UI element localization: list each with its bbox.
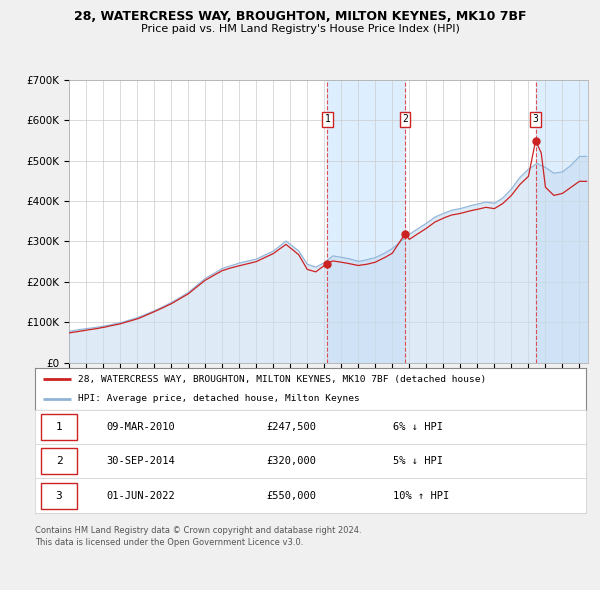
Text: £320,000: £320,000 (266, 457, 316, 466)
Text: 1: 1 (56, 422, 62, 432)
Text: £247,500: £247,500 (266, 422, 316, 432)
Text: 28, WATERCRESS WAY, BROUGHTON, MILTON KEYNES, MK10 7BF: 28, WATERCRESS WAY, BROUGHTON, MILTON KE… (74, 10, 526, 23)
FancyBboxPatch shape (41, 483, 77, 509)
Text: 01-JUN-2022: 01-JUN-2022 (106, 491, 175, 500)
Text: 30-SEP-2014: 30-SEP-2014 (106, 457, 175, 466)
Text: 2: 2 (402, 114, 408, 124)
Bar (536, 80, 596, 363)
Text: 3: 3 (533, 114, 539, 124)
Text: 6% ↓ HPI: 6% ↓ HPI (393, 422, 443, 432)
Text: 3: 3 (56, 491, 62, 500)
Text: £550,000: £550,000 (266, 491, 316, 500)
Text: This data is licensed under the Open Government Licence v3.0.: This data is licensed under the Open Gov… (35, 538, 303, 547)
FancyBboxPatch shape (41, 414, 77, 440)
Text: HPI: Average price, detached house, Milton Keynes: HPI: Average price, detached house, Milt… (78, 394, 359, 403)
Text: 09-MAR-2010: 09-MAR-2010 (106, 422, 175, 432)
Text: 10% ↑ HPI: 10% ↑ HPI (393, 491, 449, 500)
Text: 1: 1 (325, 114, 331, 124)
Text: Price paid vs. HM Land Registry's House Price Index (HPI): Price paid vs. HM Land Registry's House … (140, 25, 460, 34)
Text: 5% ↓ HPI: 5% ↓ HPI (393, 457, 443, 466)
FancyBboxPatch shape (41, 448, 77, 474)
Text: 2: 2 (56, 457, 62, 466)
Text: 28, WATERCRESS WAY, BROUGHTON, MILTON KEYNES, MK10 7BF (detached house): 28, WATERCRESS WAY, BROUGHTON, MILTON KE… (78, 375, 486, 384)
Text: Contains HM Land Registry data © Crown copyright and database right 2024.: Contains HM Land Registry data © Crown c… (35, 526, 361, 535)
Bar (328, 80, 405, 363)
